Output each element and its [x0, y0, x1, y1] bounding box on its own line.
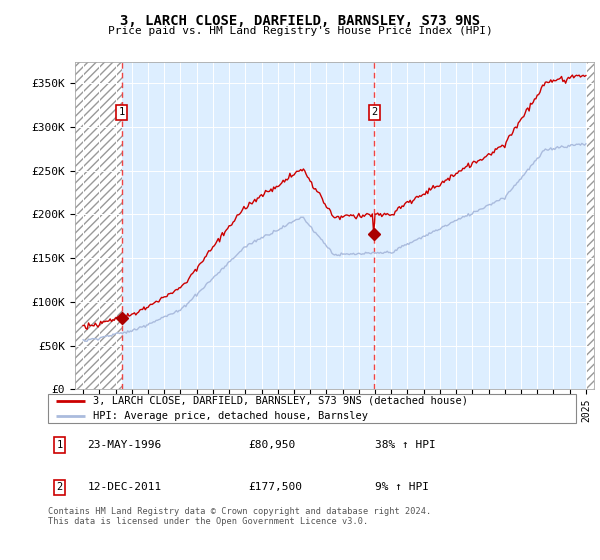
Text: 12-DEC-2011: 12-DEC-2011 [88, 482, 162, 492]
Text: 1: 1 [119, 108, 125, 118]
FancyBboxPatch shape [48, 394, 576, 423]
Bar [586, 62, 594, 389]
Text: £80,950: £80,950 [248, 440, 296, 450]
Text: 3, LARCH CLOSE, DARFIELD, BARNSLEY, S73 9NS (detached house): 3, LARCH CLOSE, DARFIELD, BARNSLEY, S73 … [93, 396, 468, 406]
Bar [75, 62, 122, 389]
Text: 2: 2 [56, 482, 63, 492]
Text: Contains HM Land Registry data © Crown copyright and database right 2024.
This d: Contains HM Land Registry data © Crown c… [48, 507, 431, 526]
Text: £177,500: £177,500 [248, 482, 302, 492]
Text: HPI: Average price, detached house, Barnsley: HPI: Average price, detached house, Barn… [93, 412, 368, 421]
Text: 38% ↑ HPI: 38% ↑ HPI [376, 440, 436, 450]
Text: 9% ↑ HPI: 9% ↑ HPI [376, 482, 430, 492]
Text: 3, LARCH CLOSE, DARFIELD, BARNSLEY, S73 9NS: 3, LARCH CLOSE, DARFIELD, BARNSLEY, S73 … [120, 14, 480, 28]
Text: 1: 1 [56, 440, 63, 450]
Text: 23-MAY-1996: 23-MAY-1996 [88, 440, 162, 450]
Text: Price paid vs. HM Land Registry's House Price Index (HPI): Price paid vs. HM Land Registry's House … [107, 26, 493, 36]
Text: 2: 2 [371, 108, 377, 118]
